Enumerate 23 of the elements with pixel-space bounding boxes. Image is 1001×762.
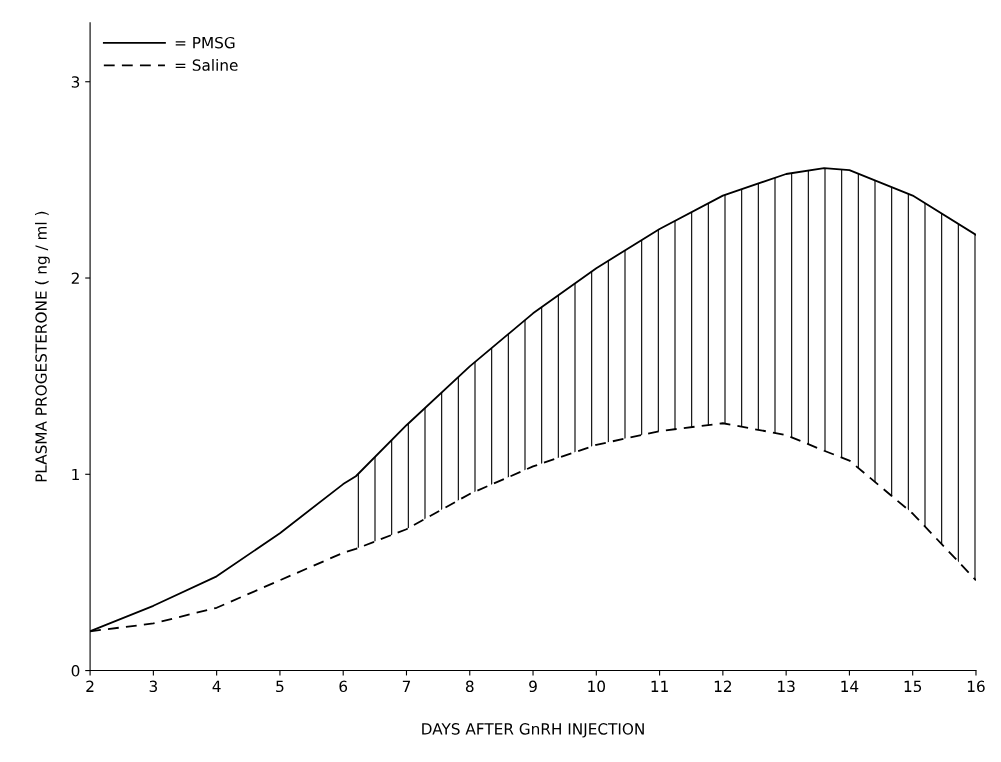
x-tick-label: 10: [588, 680, 606, 693]
x-tick-label: 4: [212, 680, 221, 692]
x-tick-label: 13: [778, 680, 795, 693]
y-tick-label: 1: [72, 468, 79, 481]
x-tick-label: 7: [402, 680, 411, 692]
x-tick-label: 8: [465, 680, 474, 693]
x-tick-label: 9: [529, 680, 537, 693]
x-tick-label: 16: [967, 680, 985, 693]
y-axis-title: PLASMA PROGESTERONE ( ng / ml ): [35, 211, 50, 482]
y-tick-label: 2: [71, 272, 79, 284]
x-tick-label: 3: [149, 680, 157, 693]
x-tick-label: 2: [86, 680, 94, 692]
x-tick-label: 6: [339, 680, 348, 693]
x-tick-label: 15: [904, 680, 922, 693]
legend-label: = Saline: [175, 59, 238, 71]
x-tick-label: 11: [651, 680, 668, 692]
x-axis-title: DAYS AFTER GnRH INJECTION: [422, 723, 644, 738]
y-tick-label: 0: [71, 665, 80, 677]
x-tick-label: 12: [714, 680, 732, 692]
y-tick-label: 3: [71, 76, 80, 88]
legend-label: = PMSG: [175, 36, 235, 49]
x-tick-label: 5: [276, 680, 284, 693]
x-tick-label: 14: [841, 680, 859, 692]
